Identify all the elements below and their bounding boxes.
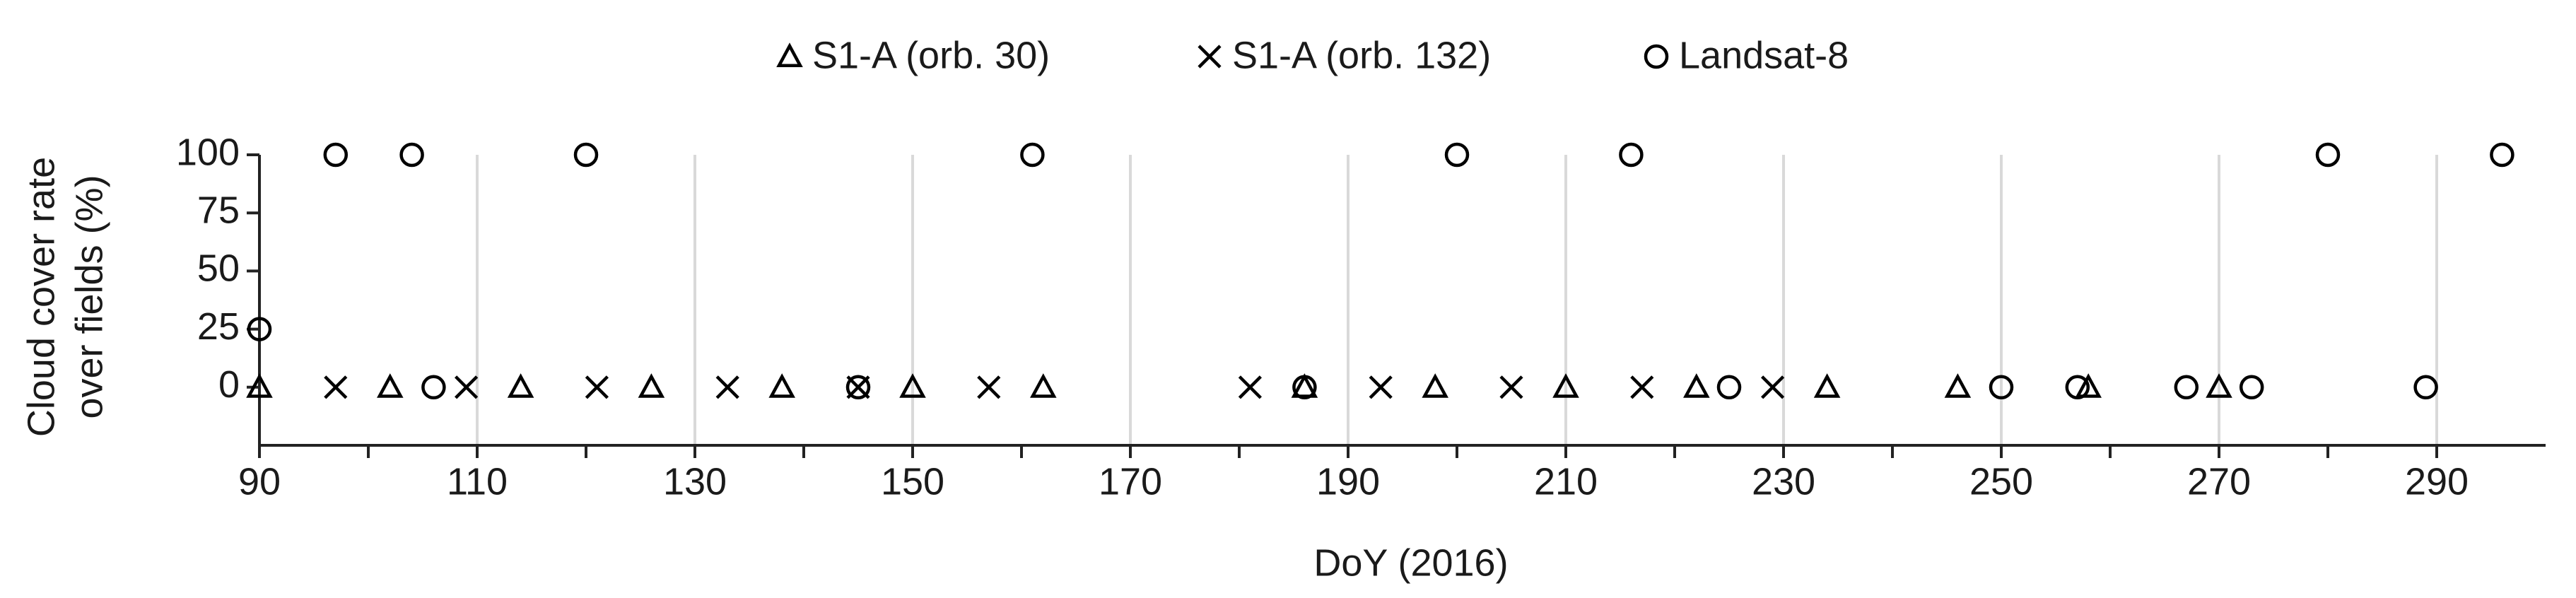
marker-circle [2174,375,2199,400]
marker-circle [323,142,349,168]
marker-x [715,375,739,399]
y-tick-label: 0 [218,363,240,406]
marker-circle [1619,142,1644,168]
marker-circle [2413,375,2438,400]
y-tick-label: 25 [197,305,240,348]
marker-x [1369,375,1393,399]
marker-circle [1644,44,1669,69]
marker-triangle [1813,373,1841,398]
x-tick-label: 250 [1969,460,2033,503]
marker-triangle [2075,373,2102,398]
marker-x [1761,375,1785,399]
marker-x [585,375,609,399]
marker-circle [421,375,446,400]
marker-triangle [1422,373,1448,398]
y-axis-title: Cloud cover rate [20,157,62,437]
marker-triangle [776,42,803,67]
x-tick-label: 90 [238,460,281,503]
x-tick-label: 110 [447,460,508,503]
y-tick-label: 100 [176,131,240,173]
marker-circle [1716,375,1742,400]
marker-triangle [1552,373,1579,398]
marker-circle [1989,375,2014,400]
marker-circle [845,375,871,400]
marker-circle [2315,142,2341,168]
x-tick-label: 230 [1752,460,1815,503]
marker-circle [2065,375,2090,400]
y-axis-title: over fields (%) [68,175,110,418]
marker-circle [1444,142,1470,168]
marker-x [1630,375,1654,399]
marker-triangle [377,373,404,398]
y-tick-label: 75 [197,189,240,231]
x-tick-label: 190 [1316,460,1380,503]
marker-circle [573,142,599,168]
marker-triangle [638,373,665,398]
x-tick-label: 150 [881,460,944,503]
x-tick-label: 130 [663,460,727,503]
marker-circle [247,317,272,341]
x-tick-label: 210 [1534,460,1598,503]
marker-circle [2239,375,2264,400]
marker-x [1499,375,1523,399]
x-axis-title: DoY (2016) [1313,541,1508,584]
marker-circle [399,142,424,168]
legend-label: Landsat-8 [1679,34,1849,76]
x-tick-label: 170 [1099,460,1162,503]
marker-circle [2490,142,2514,168]
y-tick-label: 50 [197,247,240,290]
marker-x [324,375,348,399]
x-tick-label: 290 [2405,460,2469,503]
marker-circle [1020,142,1045,168]
x-tick-label: 270 [2187,460,2251,503]
marker-x [1238,375,1262,399]
marker-triangle [2206,373,2232,398]
marker-x [977,375,1001,399]
legend-label: S1-A (orb. 30) [812,34,1050,76]
marker-triangle [246,373,273,398]
marker-triangle [1030,373,1057,398]
marker-x [455,375,479,399]
marker-triangle [507,373,534,398]
marker-circle [1292,375,1317,400]
marker-triangle [899,373,926,398]
marker-triangle [1683,373,1710,398]
marker-triangle [1944,373,1972,398]
legend-label: S1-A (orb. 132) [1232,34,1491,76]
marker-triangle [768,373,795,398]
marker-x [1198,45,1222,69]
